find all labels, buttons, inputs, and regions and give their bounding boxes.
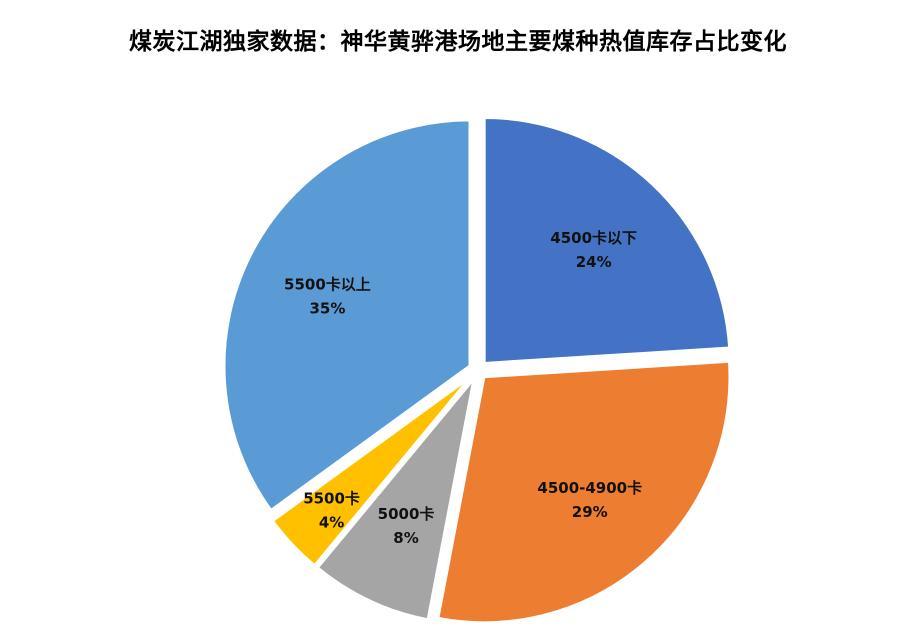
slice-percent-3: 4% <box>319 514 344 532</box>
slice-percent-2: 8% <box>393 529 418 547</box>
pie-slice-2 <box>315 377 476 622</box>
pie-slice-1 <box>436 359 732 625</box>
chart-title: 煤炭江湖独家数据：神华黄骅港场地主要煤种热值库存占比变化 <box>129 29 787 55</box>
slice-percent-1: 29% <box>572 503 608 521</box>
slice-percent-4: 35% <box>309 299 345 317</box>
slice-percent-0: 24% <box>576 253 612 271</box>
pie-slice-0 <box>482 115 732 366</box>
slice-label-1: 4500-4900卡 <box>537 479 642 497</box>
slice-label-2: 5000卡 <box>378 505 435 523</box>
slice-label-0: 4500卡以下 <box>550 229 637 247</box>
pie-labels: 4500卡以下 24% 4500-4900卡 29% 5000卡 8% 5500卡 4% 550… <box>284 229 642 547</box>
slice-label-4: 5500卡以上 <box>284 275 371 293</box>
pie-slice-3 <box>270 374 473 568</box>
pie-slice-4 <box>222 118 472 513</box>
pie-slices <box>222 115 732 625</box>
slice-label-3: 5500卡 <box>303 490 360 508</box>
